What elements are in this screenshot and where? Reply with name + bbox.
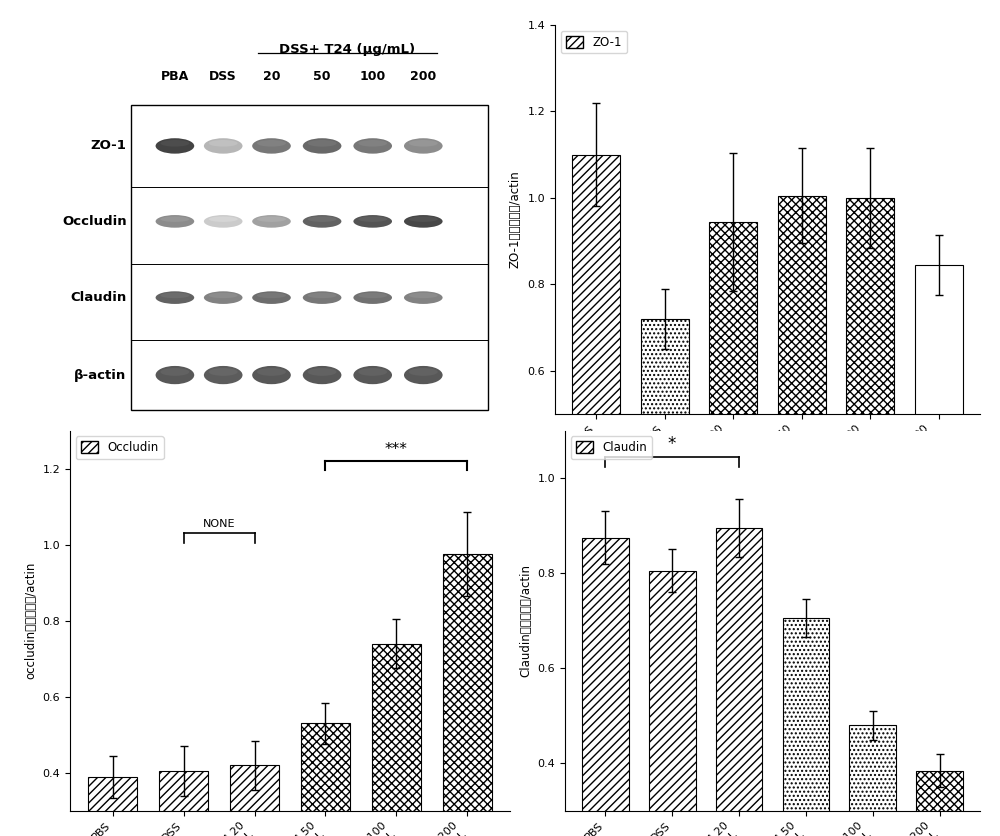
Ellipse shape [404,138,443,154]
Ellipse shape [160,368,189,376]
Ellipse shape [404,291,443,304]
Ellipse shape [353,366,392,385]
Ellipse shape [204,366,243,385]
Ellipse shape [409,368,438,376]
Ellipse shape [209,140,238,146]
Bar [131,105,488,410]
Bar [641,319,689,630]
Text: 20: 20 [263,70,280,84]
Y-axis label: Claudin蛋白表达量/actin: Claudin蛋白表达量/actin [519,564,532,677]
Ellipse shape [252,291,291,304]
Ellipse shape [409,293,438,298]
Bar [849,726,896,836]
Bar [709,222,757,630]
Ellipse shape [156,138,194,154]
Text: PBA: PBA [161,70,189,84]
Text: DSS+ T24 (μg/mL): DSS+ T24 (μg/mL) [279,43,415,56]
Text: DSS: DSS [209,70,237,84]
Ellipse shape [204,291,243,304]
Bar [572,155,620,630]
Ellipse shape [160,217,189,222]
Y-axis label: ZO-1蛋白表达量/actin: ZO-1蛋白表达量/actin [509,171,522,268]
Bar [372,644,421,836]
Ellipse shape [358,368,387,376]
Ellipse shape [209,293,238,298]
Text: Claudin: Claudin [70,291,127,304]
Ellipse shape [303,215,341,227]
Text: *: * [668,436,676,453]
Y-axis label: occludin蛋白表达量/actin: occludin蛋白表达量/actin [24,562,37,680]
Text: β-actin: β-actin [74,369,127,381]
Ellipse shape [353,291,392,304]
Text: 200: 200 [410,70,436,84]
Ellipse shape [204,215,243,227]
Ellipse shape [209,217,238,222]
Ellipse shape [353,215,392,227]
Ellipse shape [209,368,238,376]
Ellipse shape [409,140,438,146]
Ellipse shape [409,217,438,222]
Ellipse shape [257,140,286,146]
Text: 100: 100 [360,70,386,84]
Ellipse shape [358,293,387,298]
Bar [230,765,279,836]
Bar [916,771,963,836]
Ellipse shape [308,217,337,222]
Bar [915,265,963,630]
Legend: Claudin: Claudin [571,436,652,459]
Bar [88,777,137,836]
Text: 50: 50 [313,70,331,84]
Ellipse shape [358,140,387,146]
Legend: ZO-1: ZO-1 [561,31,627,54]
Ellipse shape [308,140,337,146]
Ellipse shape [404,366,443,385]
Ellipse shape [257,217,286,222]
Ellipse shape [156,291,194,304]
Bar [783,619,829,836]
Bar [443,554,492,836]
Text: NONE: NONE [203,519,235,529]
Text: ZO-1: ZO-1 [91,140,127,152]
Ellipse shape [257,293,286,298]
Ellipse shape [404,215,443,227]
Ellipse shape [252,366,291,385]
Ellipse shape [252,215,291,227]
Text: ***: *** [385,442,408,457]
Bar [846,198,894,630]
Ellipse shape [358,217,387,222]
Ellipse shape [308,293,337,298]
Ellipse shape [308,368,337,376]
Ellipse shape [160,293,189,298]
Ellipse shape [252,138,291,154]
Legend: Occludin: Occludin [76,436,164,459]
Ellipse shape [204,138,243,154]
Bar [778,196,826,630]
Ellipse shape [156,215,194,227]
Bar [716,528,762,836]
Ellipse shape [303,291,341,304]
Bar [582,538,629,836]
Ellipse shape [156,366,194,385]
Bar [649,571,696,836]
Ellipse shape [303,138,341,154]
Bar [159,771,208,836]
Ellipse shape [353,138,392,154]
Bar [301,723,350,836]
Ellipse shape [303,366,341,385]
Ellipse shape [257,368,286,376]
Ellipse shape [160,140,189,146]
Text: Occludin: Occludin [62,215,127,228]
